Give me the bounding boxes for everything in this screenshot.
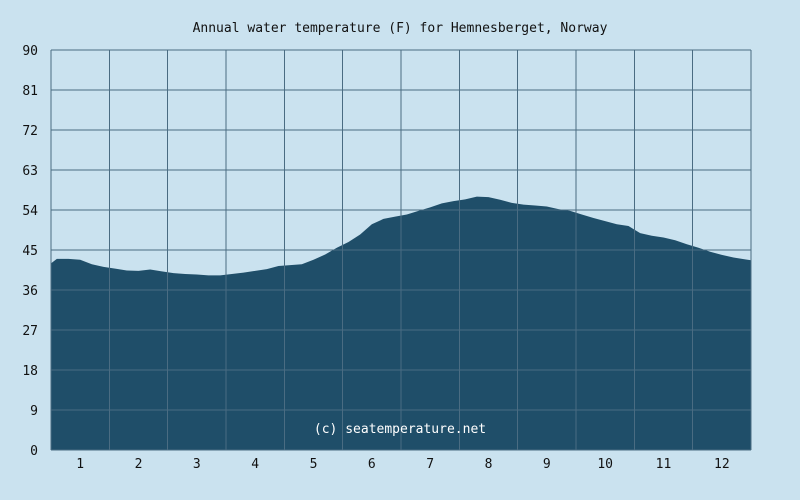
y-tick-label: 36 (22, 284, 38, 299)
x-tick-label: 7 (426, 457, 434, 472)
x-tick-label: 9 (543, 457, 551, 472)
x-tick-label: 1 (76, 457, 84, 472)
y-tick-label: 72 (22, 124, 38, 139)
x-tick-label: 10 (597, 457, 613, 472)
y-tick-label: 18 (22, 364, 38, 379)
y-tick-label: 0 (30, 444, 38, 459)
y-tick-label: 9 (30, 404, 38, 419)
watermark: (c) seatemperature.net (314, 422, 486, 437)
y-tick-label: 54 (22, 204, 38, 219)
y-tick-label: 27 (22, 324, 38, 339)
x-tick-label: 3 (193, 457, 201, 472)
y-tick-label: 45 (22, 244, 38, 259)
x-tick-label: 6 (368, 457, 376, 472)
y-tick-label: 90 (22, 44, 38, 59)
y-axis-ticks: 0 9 18 27 36 45 54 63 72 81 90 (22, 44, 38, 459)
x-tick-label: 4 (251, 457, 259, 472)
y-tick-label: 81 (22, 84, 38, 99)
x-tick-label: 12 (714, 457, 730, 472)
y-tick-label: 63 (22, 164, 38, 179)
x-axis-ticks: 1 2 3 4 5 6 7 8 9 10 11 12 (76, 457, 729, 472)
grid-layer (50, 49, 752, 451)
x-tick-label: 5 (310, 457, 318, 472)
x-tick-label: 8 (485, 457, 493, 472)
chart-title: Annual water temperature (F) for Hemnesb… (193, 21, 608, 36)
x-tick-label: 2 (135, 457, 143, 472)
x-tick-label: 11 (656, 457, 672, 472)
